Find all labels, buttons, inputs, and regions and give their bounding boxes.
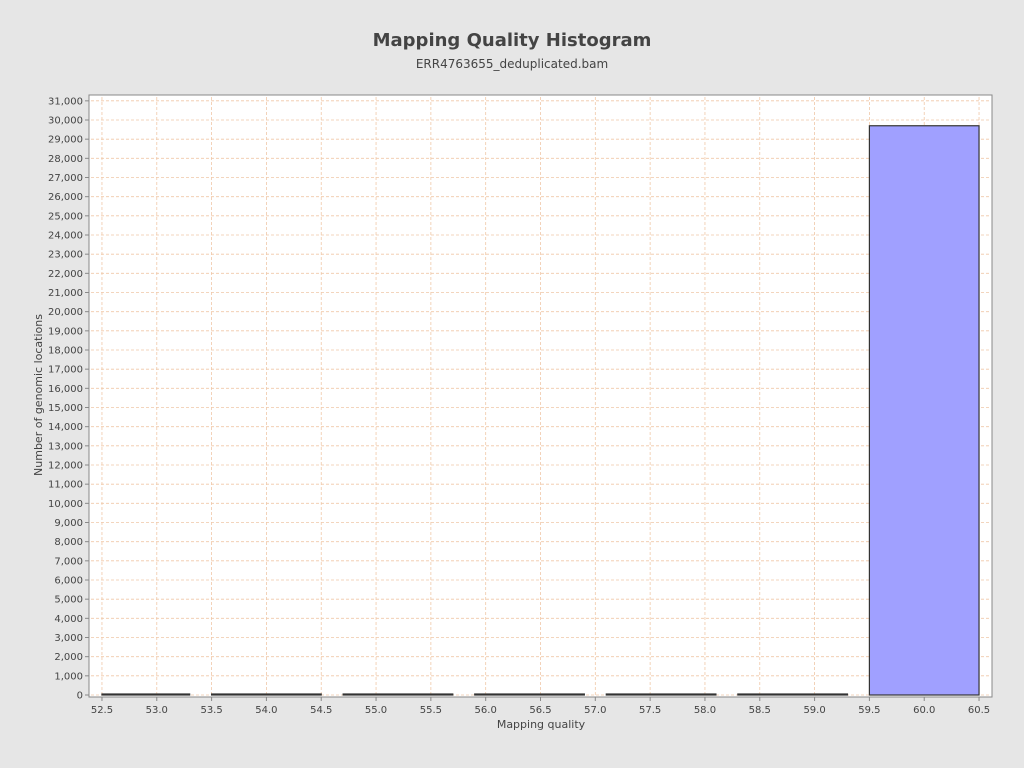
y-tick-label: 14,000 <box>48 422 83 433</box>
x-tick-label: 58.5 <box>749 705 771 716</box>
x-tick-label: 57.0 <box>584 705 606 716</box>
x-tick-label: 54.5 <box>310 705 332 716</box>
x-tick-label: 59.5 <box>858 705 880 716</box>
y-tick-label: 25,000 <box>48 211 83 222</box>
histogram-bar <box>210 693 322 696</box>
y-tick-label: 13,000 <box>48 441 83 452</box>
histogram-bar <box>868 125 980 696</box>
y-tick-label: 30,000 <box>48 116 83 127</box>
y-tick-label: 18,000 <box>48 346 83 357</box>
y-tick-label: 31,000 <box>48 96 83 107</box>
y-tick-label: 9,000 <box>54 518 83 529</box>
y-tick-label: 22,000 <box>48 269 83 280</box>
y-tick-label: 17,000 <box>48 365 83 376</box>
y-tick-label: 8,000 <box>54 537 83 548</box>
y-tick-label: 27,000 <box>48 173 83 184</box>
y-tick-label: 19,000 <box>48 326 83 337</box>
bars-layer <box>101 125 980 696</box>
histogram-bar <box>605 693 717 696</box>
y-tick-label: 20,000 <box>48 307 83 318</box>
y-tick-label: 2,000 <box>54 652 83 663</box>
y-tick-label: 1,000 <box>54 671 83 682</box>
y-tick-label: 26,000 <box>48 192 83 203</box>
x-tick-label: 56.5 <box>529 705 551 716</box>
histogram-bar <box>342 693 454 696</box>
y-tick-label: 16,000 <box>48 384 83 395</box>
y-tick-label: 23,000 <box>48 250 83 261</box>
x-tick-label: 59.0 <box>803 705 825 716</box>
x-tick-label: 53.5 <box>200 705 222 716</box>
y-tick-label: 10,000 <box>48 499 83 510</box>
y-tick-label: 21,000 <box>48 288 83 299</box>
x-tick-label: 60.5 <box>968 705 990 716</box>
axes-layer: 0 1,000 2,000 3,000 4,000 5,000 6,000 7,000 8,00… <box>48 95 992 716</box>
y-tick-label: 24,000 <box>48 231 83 242</box>
y-tick-label: 5,000 <box>54 595 83 606</box>
histogram-bar <box>737 693 849 696</box>
chart-title: Mapping Quality Histogram <box>372 30 652 51</box>
plot-area <box>88 94 993 698</box>
x-tick-label: 58.0 <box>694 705 716 716</box>
x-tick-label: 56.0 <box>475 705 497 716</box>
x-tick-label: 55.0 <box>365 705 387 716</box>
x-tick-label: 52.5 <box>91 705 113 716</box>
x-tick-label: 55.5 <box>420 705 442 716</box>
y-tick-label: 12,000 <box>48 461 83 472</box>
y-tick-label: 15,000 <box>48 403 83 414</box>
histogram-bar <box>101 693 191 696</box>
x-tick-label: 57.5 <box>639 705 661 716</box>
y-tick-label: 4,000 <box>54 614 83 625</box>
x-tick-label: 54.0 <box>255 705 277 716</box>
y-tick-label: 7,000 <box>54 556 83 567</box>
y-tick-label: 6,000 <box>54 576 83 587</box>
y-axis-title: Number of genomic locations <box>32 314 45 476</box>
histogram-bar <box>474 693 585 696</box>
y-tick-label: 28,000 <box>48 154 83 165</box>
y-tick-label: 0 <box>77 691 83 702</box>
y-tick-label: 29,000 <box>48 135 83 146</box>
x-axis-title: Mapping quality <box>497 718 586 731</box>
x-tick-label: 53.0 <box>146 705 168 716</box>
y-tick-label: 11,000 <box>48 480 83 491</box>
y-tick-label: 3,000 <box>54 633 83 644</box>
x-tick-label: 60.0 <box>913 705 935 716</box>
chart-subtitle: ERR4763655_deduplicated.bam <box>415 57 609 71</box>
